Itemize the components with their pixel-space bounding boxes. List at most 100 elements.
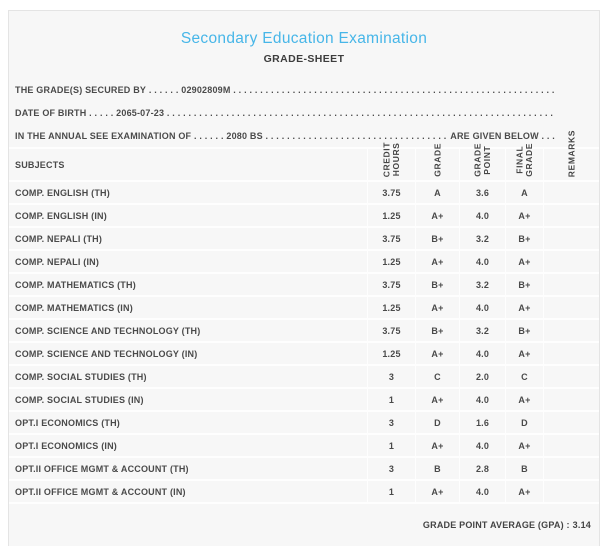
remarks-cell <box>543 389 599 412</box>
table-row: OPT.I ECONOMICS (TH) 3 D 1.6 D <box>9 412 599 435</box>
credit-hours-cell: 1 <box>367 481 415 504</box>
final-grade-cell: A <box>505 182 543 205</box>
grade-cell: A+ <box>415 435 459 458</box>
dot-trail: . . . . . . . . . . . . . . . . . . . . … <box>166 107 554 118</box>
dot-trail: . . . . . . . . . . . . . . . . . . . . … <box>265 130 447 141</box>
table-row: COMP. NEPALI (IN) 1.25 A+ 4.0 A+ <box>9 251 599 274</box>
credit-hours-cell: 1.25 <box>367 251 415 274</box>
grade-point-column-header: GRADE POINT <box>459 143 505 182</box>
remarks-cell <box>543 297 599 320</box>
table-row: COMP. SOCIAL STUDIES (IN) 1 A+ 4.0 A+ <box>9 389 599 412</box>
table-row: COMP. MATHEMATICS (TH) 3.75 B+ 3.2 B+ <box>9 274 599 297</box>
remarks-cell <box>543 343 599 366</box>
grade-cell: B+ <box>415 228 459 251</box>
gpa-row: GRADE POINT AVERAGE (GPA) :3.14 <box>9 504 599 546</box>
table-row: COMP. SOCIAL STUDIES (TH) 3 C 2.0 C <box>9 366 599 389</box>
credit-hours-cell: 1 <box>367 435 415 458</box>
grades-table: SUBJECTS CREDIT HOURS GRADE GRADE POINT … <box>9 130 599 546</box>
grades-secured-line: THE GRADE(S) SECURED BY . . . . . . 0290… <box>15 78 555 101</box>
subjects-column-header: SUBJECTS <box>9 147 367 182</box>
remarks-cell <box>543 435 599 458</box>
subject-cell: COMP. NEPALI (TH) <box>9 228 367 251</box>
grade-point-cell: 4.0 <box>459 297 505 320</box>
grade-cell: A+ <box>415 251 459 274</box>
table-row: COMP. SCIENCE AND TECHNOLOGY (IN) 1.25 A+ 4… <box>9 343 599 366</box>
grade-point-cell: 4.0 <box>459 343 505 366</box>
grade-point-cell: 4.0 <box>459 435 505 458</box>
grade-point-cell: 2.8 <box>459 458 505 481</box>
sheet-subtitle: GRADE-SHEET <box>263 53 345 65</box>
credit-hours-column-header: CREDIT HOURS <box>367 142 415 182</box>
examination-year-value: 2080 BS <box>226 130 263 141</box>
grade-cell: D <box>415 412 459 435</box>
grade-cell: A+ <box>415 389 459 412</box>
grade-point-cell: 4.0 <box>459 205 505 228</box>
grade-cell: A+ <box>415 297 459 320</box>
remarks-cell <box>543 412 599 435</box>
final-grade-column-header: FINAL GRADE <box>505 143 543 182</box>
grade-point-cell: 3.2 <box>459 274 505 297</box>
grade-cell: A <box>415 182 459 205</box>
subject-cell: COMP. SOCIAL STUDIES (TH) <box>9 366 367 389</box>
table-row: OPT.II OFFICE MGMT & ACCOUNT (TH) 3 B 2.8 B <box>9 458 599 481</box>
final-grade-cell: B+ <box>505 320 543 343</box>
grades-secured-label: THE GRADE(S) SECURED BY <box>15 84 147 95</box>
grade-point-cell: 4.0 <box>459 389 505 412</box>
gpa-value: 3.14 <box>572 520 591 530</box>
dot-leader: . . . . . . <box>146 84 182 95</box>
are-given-below-text: ARE GIVEN BELOW . . . <box>447 130 555 141</box>
page-title: Secondary Education Examination <box>180 30 428 47</box>
final-grade-cell: B+ <box>505 228 543 251</box>
grades-table-body: COMP. ENGLISH (TH) 3.75 A 3.6 A COMP. ENGLISH… <box>9 182 599 504</box>
grade-point-cell: 4.0 <box>459 481 505 504</box>
remarks-cell <box>543 228 599 251</box>
credit-hours-cell: 3.75 <box>367 320 415 343</box>
remarks-cell <box>543 251 599 274</box>
remarks-cell <box>543 320 599 343</box>
subject-cell: COMP. SOCIAL STUDIES (IN) <box>9 389 367 412</box>
grade-cell: C <box>415 366 459 389</box>
credit-hours-cell: 1.25 <box>367 205 415 228</box>
grade-cell: A+ <box>415 205 459 228</box>
date-of-birth-line: DATE OF BIRTH . . . . . 2065-07-23 . . .… <box>15 101 555 124</box>
date-of-birth-label: DATE OF BIRTH <box>15 107 87 118</box>
remarks-cell <box>543 274 599 297</box>
dot-leader: . . . . . . <box>191 130 227 141</box>
remarks-cell <box>543 481 599 504</box>
credit-hours-cell: 3 <box>367 366 415 389</box>
dot-leader: . . . . . <box>86 107 117 118</box>
table-row: COMP. ENGLISH (TH) 3.75 A 3.6 A <box>9 182 599 205</box>
grade-point-cell: 2.0 <box>459 366 505 389</box>
credit-hours-cell: 3.75 <box>367 182 415 205</box>
grade-column-header: GRADE <box>415 143 459 182</box>
final-grade-cell: C <box>505 366 543 389</box>
subject-cell: COMP. ENGLISH (TH) <box>9 182 367 205</box>
info-section: THE GRADE(S) SECURED BY . . . . . . 0290… <box>15 78 555 147</box>
credit-hours-cell: 1.25 <box>367 297 415 320</box>
grade-cell: B+ <box>415 320 459 343</box>
final-grade-cell: A+ <box>505 481 543 504</box>
table-row: OPT.I ECONOMICS (IN) 1 A+ 4.0 A+ <box>9 435 599 458</box>
table-row: OPT.II OFFICE MGMT & ACCOUNT (IN) 1 A+ 4.0 A… <box>9 481 599 504</box>
grade-point-cell: 4.0 <box>459 251 505 274</box>
final-grade-cell: A+ <box>505 297 543 320</box>
final-grade-cell: B+ <box>505 274 543 297</box>
subject-cell: OPT.II OFFICE MGMT & ACCOUNT (IN) <box>9 481 367 504</box>
remarks-cell <box>543 458 599 481</box>
credit-hours-cell: 3.75 <box>367 274 415 297</box>
table-row: COMP. NEPALI (TH) 3.75 B+ 3.2 B+ <box>9 228 599 251</box>
subject-cell: COMP. MATHEMATICS (TH) <box>9 274 367 297</box>
grade-sheet-card: Secondary Education Examination GRADE-SH… <box>8 10 600 546</box>
table-row: COMP. ENGLISH (IN) 1.25 A+ 4.0 A+ <box>9 205 599 228</box>
table-row: COMP. MATHEMATICS (IN) 1.25 A+ 4.0 A+ <box>9 297 599 320</box>
grades-table-footer: GRADE POINT AVERAGE (GPA) :3.14 <box>9 504 599 546</box>
remarks-cell <box>543 182 599 205</box>
credit-hours-cell: 3 <box>367 412 415 435</box>
table-row: COMP. SCIENCE AND TECHNOLOGY (TH) 3.75 B+ 3… <box>9 320 599 343</box>
header-row: SUBJECTS CREDIT HOURS GRADE GRADE POINT … <box>9 130 599 182</box>
final-grade-cell: D <box>505 412 543 435</box>
remarks-column-header: REMARKS <box>543 130 599 182</box>
grade-point-cell: 3.2 <box>459 320 505 343</box>
subject-cell: COMP. MATHEMATICS (IN) <box>9 297 367 320</box>
